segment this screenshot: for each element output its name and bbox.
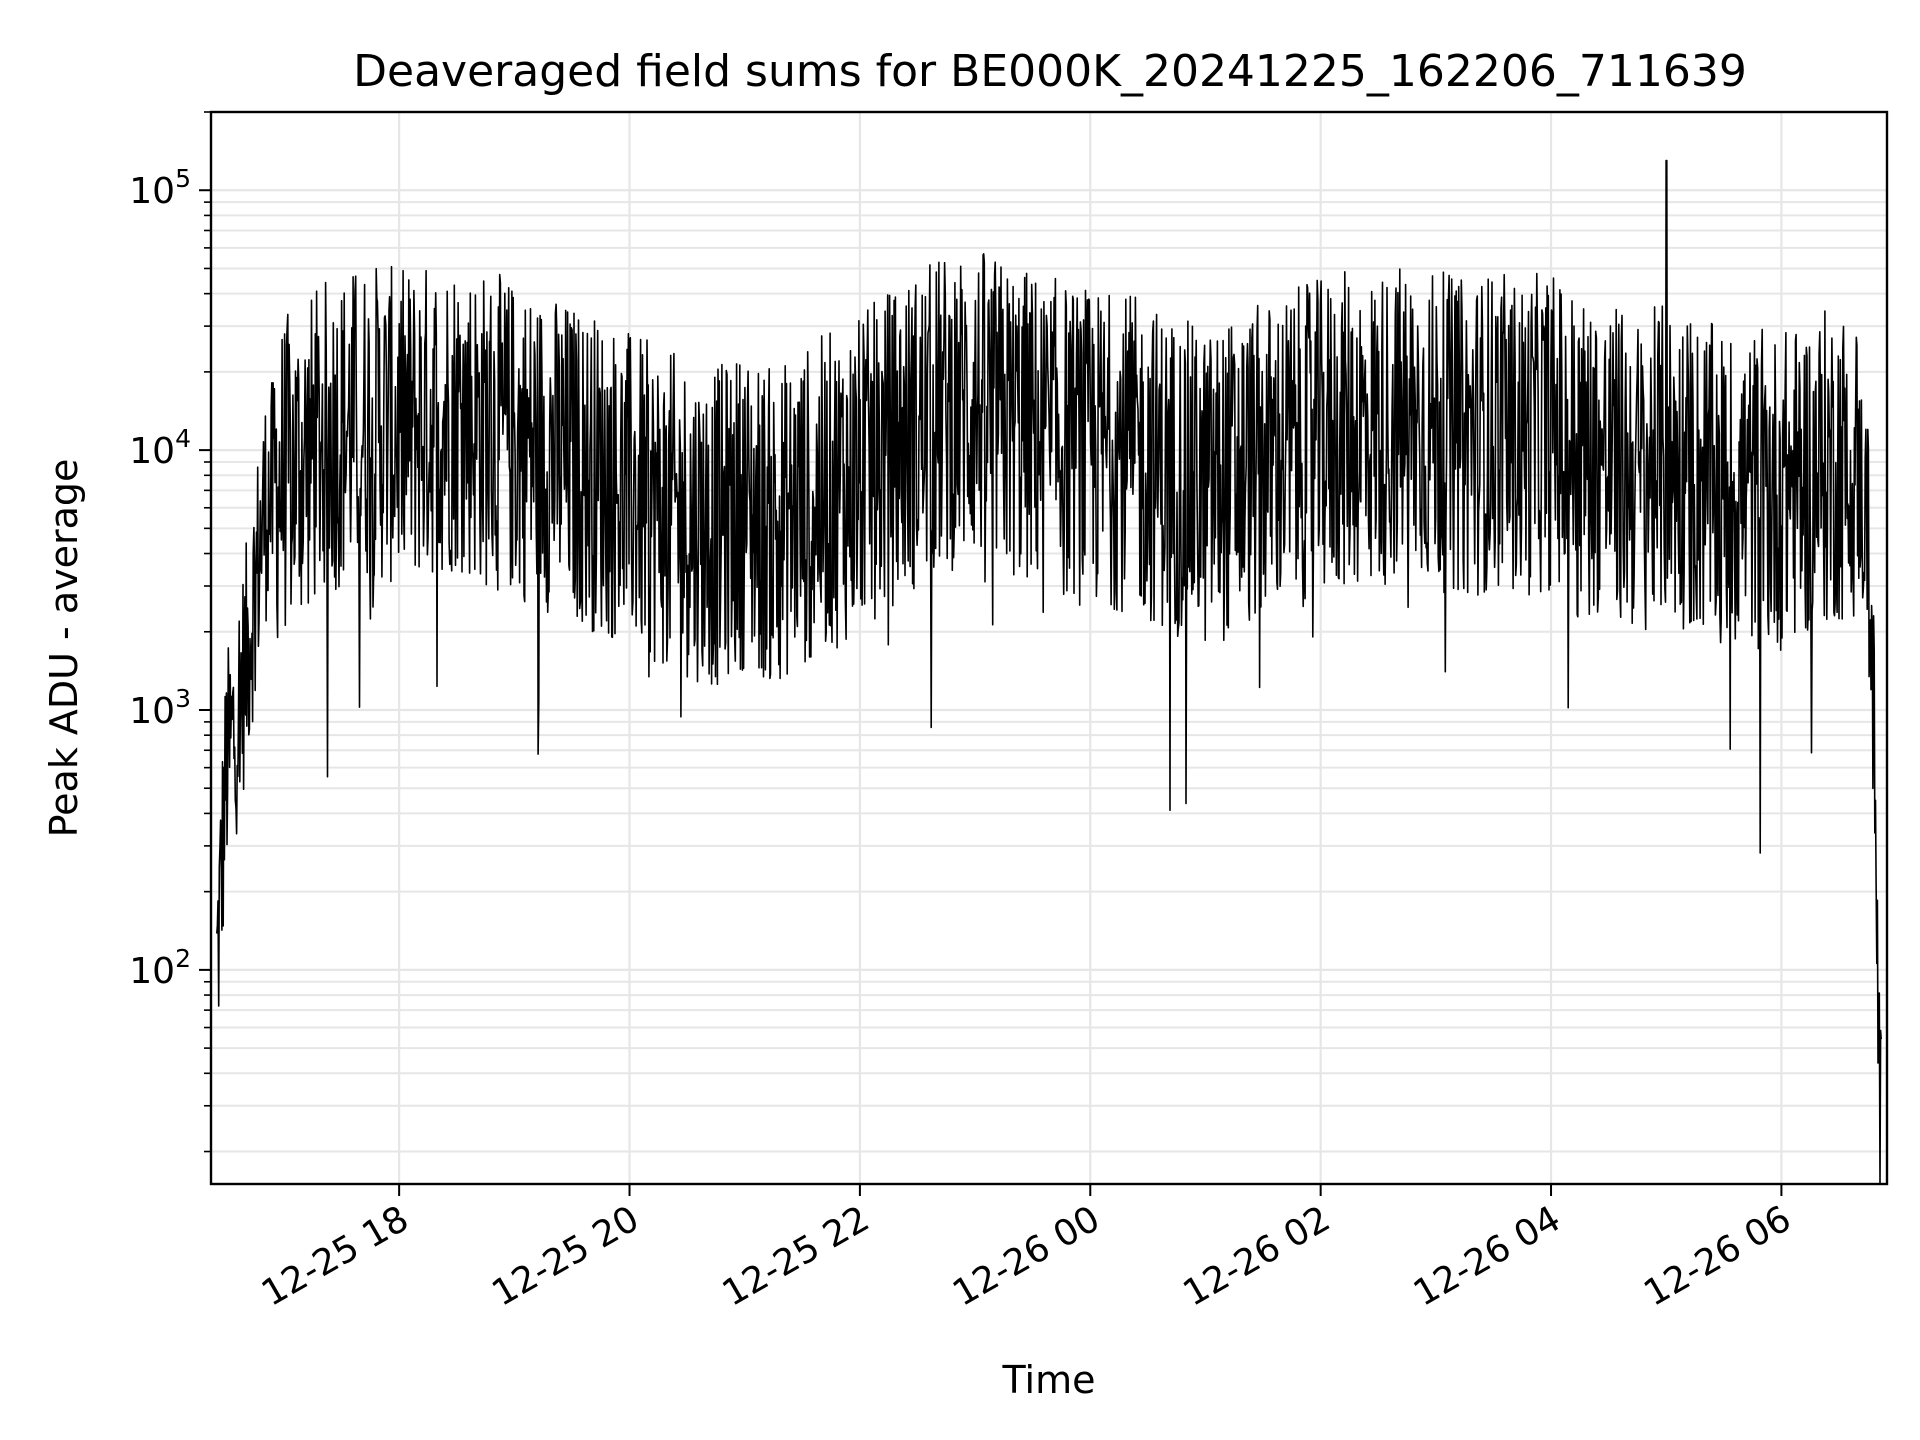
y-tick-base: 10 [129,951,175,992]
series-group [216,159,1882,1185]
y-tick-label: 105 [129,164,191,212]
y-tick-exponent: 5 [175,164,191,193]
y-tick-exponent: 3 [175,684,191,713]
y-tick-label: 104 [129,424,191,472]
y-tick-label: 103 [129,684,191,732]
y-tick-exponent: 4 [175,424,191,453]
y-tick-base: 10 [129,691,175,732]
plot-frame [209,110,1889,1186]
y-tick-base: 10 [129,431,175,472]
x-axis-label: Time [1002,1358,1096,1402]
y-tick-label: 102 [129,944,191,992]
y-tick-exponent: 2 [175,944,191,973]
grid-lines [211,111,1887,1184]
chart-title: Deaveraged field sums for BE000K_2024122… [353,46,1747,97]
y-tick-base: 10 [129,171,175,212]
y-axis-label: Peak ADU - average [42,459,86,838]
series-line [216,159,1882,1185]
